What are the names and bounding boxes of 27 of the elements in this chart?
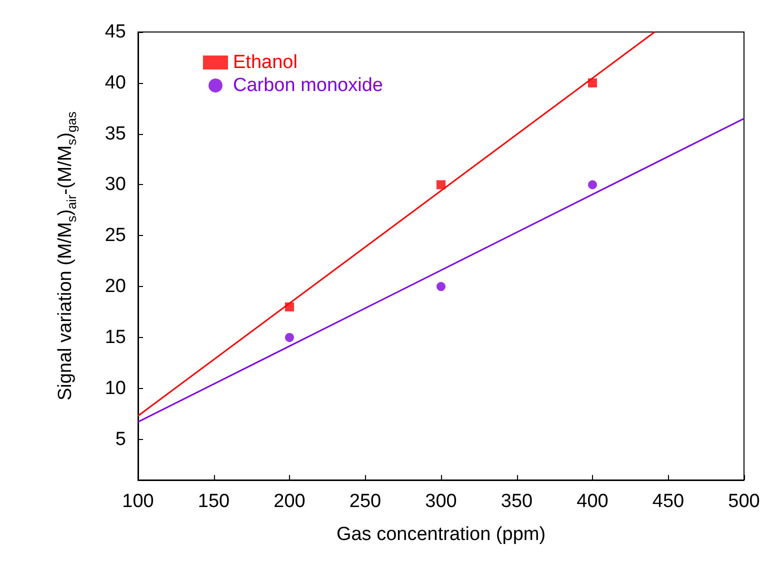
y-tick-label: 45 [104, 22, 126, 42]
y-tick-label: 20 [104, 276, 126, 298]
point [285, 332, 294, 342]
x-tick-label: 250 [349, 491, 382, 512]
y-tick-label: 15 [104, 326, 126, 348]
point [436, 180, 446, 190]
x-tick-label: 450 [652, 491, 684, 512]
x-tick-label: 300 [425, 491, 457, 512]
y-tick-label: 10 [104, 378, 126, 399]
y-tick-label: 35 [104, 123, 126, 144]
x-tick-label: 350 [500, 491, 533, 512]
y-tick-label: 5 [115, 428, 126, 450]
x-tick-label: 150 [198, 491, 230, 512]
point [436, 282, 446, 292]
x-tick-label: 200 [274, 491, 306, 512]
y-axis-title: Signal variation (M/Ms)air-(M/Ms)gas [55, 110, 79, 401]
point [588, 78, 597, 88]
y-tick-label: 30 [104, 174, 126, 196]
x-tick-label: 500 [728, 491, 760, 512]
x-tick-label: 400 [576, 491, 608, 512]
x-axis-title: Gas concentration (ppm) [336, 524, 546, 545]
y-tick-label: 25 [104, 225, 126, 246]
y-tick-label: 40 [104, 72, 126, 94]
legend-label: Ethanol [233, 52, 298, 73]
point [588, 180, 597, 190]
x-tick-label: 100 [122, 491, 154, 512]
legend-label: Carbon monoxide [233, 75, 383, 96]
